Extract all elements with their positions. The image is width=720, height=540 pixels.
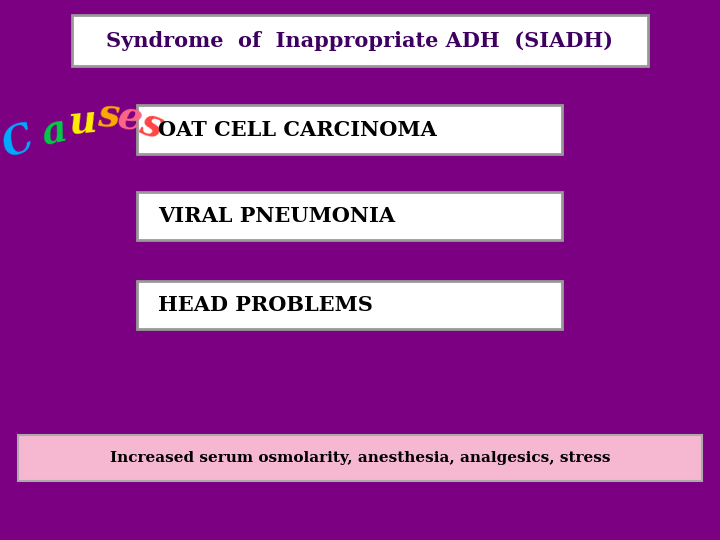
FancyBboxPatch shape [72,15,648,66]
Text: OAT CELL CARCINOMA: OAT CELL CARCINOMA [158,119,437,140]
Text: C: C [0,120,39,166]
FancyBboxPatch shape [137,105,562,154]
Text: Syndrome  of  Inappropriate ADH  (SIADH): Syndrome of Inappropriate ADH (SIADH) [107,31,613,51]
Text: HEAD PROBLEMS: HEAD PROBLEMS [158,295,373,315]
FancyBboxPatch shape [18,435,702,481]
Text: s: s [135,104,168,147]
Text: s: s [96,97,120,136]
Text: VIRAL PNEUMONIA: VIRAL PNEUMONIA [158,206,395,226]
Text: e: e [114,98,145,140]
FancyBboxPatch shape [137,192,562,240]
Text: Increased serum osmolarity, anesthesia, analgesics, stress: Increased serum osmolarity, anesthesia, … [109,451,611,464]
FancyBboxPatch shape [137,281,562,329]
Text: a: a [37,111,71,153]
Text: u: u [67,102,99,141]
